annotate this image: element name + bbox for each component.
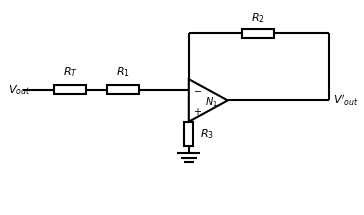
Bar — [242, 29, 274, 38]
Text: $-$: $-$ — [193, 85, 202, 95]
Text: $+$: $+$ — [193, 106, 202, 117]
Bar — [54, 85, 86, 94]
Polygon shape — [189, 79, 228, 122]
Text: $V'_{out}$: $V'_{out}$ — [333, 93, 359, 108]
Text: $N_1$: $N_1$ — [205, 95, 218, 109]
Bar — [107, 85, 139, 94]
Text: $R_1$: $R_1$ — [116, 65, 130, 79]
Text: $R_T$: $R_T$ — [63, 65, 78, 79]
Text: $R_2$: $R_2$ — [251, 11, 265, 25]
Text: $V_{out}$: $V_{out}$ — [8, 83, 31, 97]
Bar — [184, 122, 193, 146]
Text: $R_3$: $R_3$ — [200, 127, 214, 141]
